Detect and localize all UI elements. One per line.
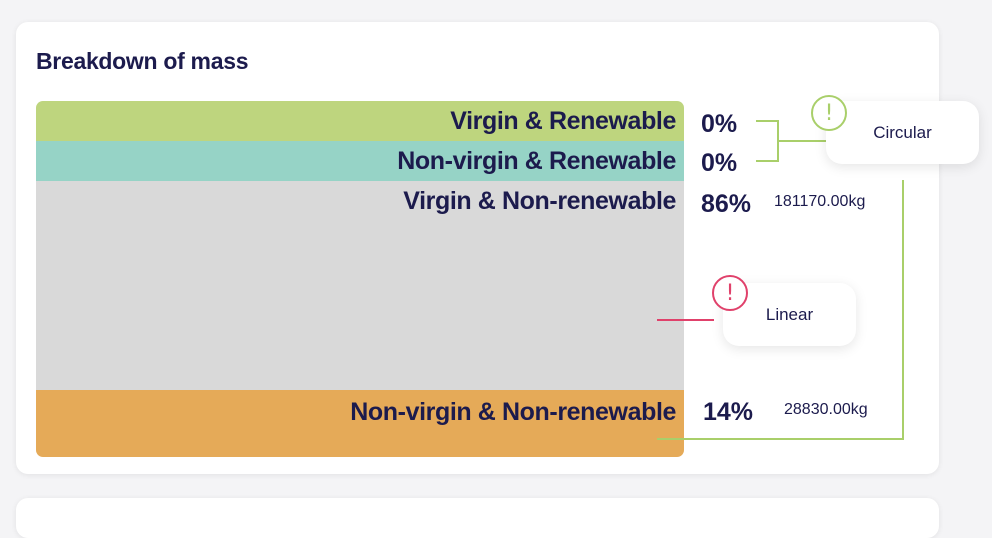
percent-label-virgin-nonrenewable: 86% <box>701 190 752 218</box>
linear-label: Linear <box>765 304 814 324</box>
segment-label: Non-virgin & Non-renewable <box>350 397 676 426</box>
segment-nonvirgin-renewable: Non-virgin & Renewable <box>36 141 684 181</box>
segment-virgin-nonrenewable: Virgin & Non-renewable <box>36 181 684 390</box>
circular-bracket <box>756 120 779 162</box>
mass-label-virgin-nonrenewable: 181170.00kg <box>774 193 866 210</box>
segment-nonvirgin-nonrenewable: Non-virgin & Non-renewable <box>36 389 684 457</box>
segment-label: Non-virgin & Renewable <box>397 147 676 175</box>
segment-label: Virgin & Renewable <box>450 107 676 135</box>
mass-bar-stack: Virgin & Renewable Non-virgin & Renewabl… <box>36 101 684 457</box>
segment-label: Virgin & Non-renewable <box>403 187 676 215</box>
circular-label: Circular <box>873 122 932 142</box>
percent-label-nonvirgin-nonrenewable: 14% <box>703 398 754 426</box>
segment-virgin-renewable: Virgin & Renewable <box>36 101 684 141</box>
circular-alert-icon[interactable]: ! <box>811 95 847 131</box>
outer-bracket <box>657 180 904 440</box>
mass-label-nonvirgin-nonrenewable: 28830.00kg <box>784 401 868 418</box>
linear-alert-icon[interactable]: ! <box>712 275 748 311</box>
circular-label-bubble: Circular <box>826 101 979 164</box>
percent-label-virgin-renewable: 0% <box>701 110 738 138</box>
percent-label-nonvirgin-renewable: 0% <box>701 149 738 177</box>
group-connector-lines <box>657 120 904 440</box>
card-title: Breakdown of mass <box>36 48 249 74</box>
